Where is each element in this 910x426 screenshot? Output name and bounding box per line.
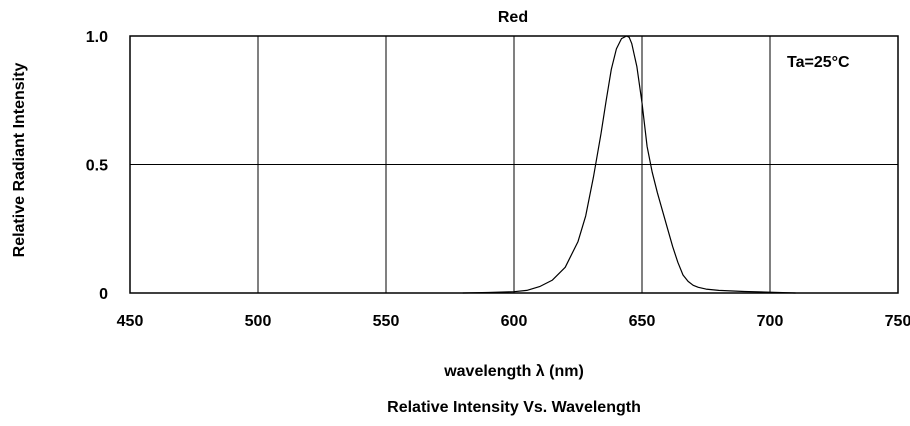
x-tick-label: 750 (885, 313, 910, 330)
spectrum-line (462, 35, 796, 294)
y-tick-label: 1.0 (86, 29, 108, 46)
x-tick-label: 450 (117, 313, 144, 330)
x-tick-label: 700 (757, 313, 784, 330)
y-axis-label: Relative Radiant Intensity (11, 63, 28, 258)
y-tick-label: 0 (99, 286, 108, 303)
x-tick-label: 600 (501, 313, 528, 330)
series-layer (462, 35, 796, 294)
temperature-annotation: Ta=25°C (787, 54, 850, 71)
y-tick-label: 0.5 (86, 158, 108, 175)
grid-lines (130, 36, 898, 293)
chart-title: Red (498, 9, 528, 26)
x-tick-label: 550 (373, 313, 400, 330)
x-axis-label: wavelength λ (nm) (443, 363, 584, 380)
tick-labels: 450 500 550 600 650 700 750 0 0.5 1.0 (86, 29, 910, 330)
x-tick-label: 500 (245, 313, 272, 330)
chart-caption: Relative Intensity Vs. Wavelength (387, 399, 641, 416)
plot-frame (129, 35, 899, 294)
x-tick-label: 650 (629, 313, 656, 330)
